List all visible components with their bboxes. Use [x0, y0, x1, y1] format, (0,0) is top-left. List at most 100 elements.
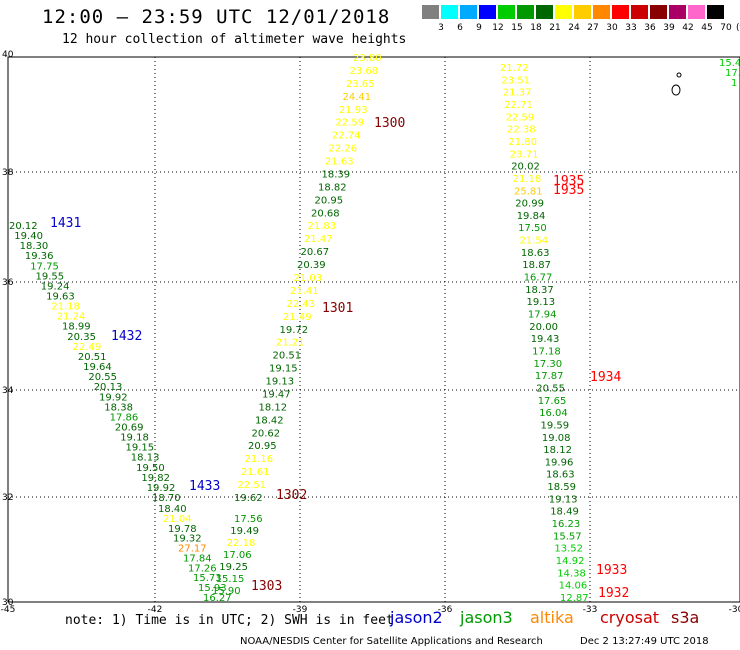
wave-height-reading: 18.42 [255, 415, 284, 426]
scale-swatch [612, 5, 629, 19]
wave-height-reading: 19.47 [262, 390, 291, 401]
track-altika: 1301 [322, 301, 353, 316]
wave-height-reading: 17.65 [538, 396, 567, 407]
wave-height-reading: 21.16 [245, 454, 274, 465]
pass-time-label: 1303 [251, 579, 282, 594]
wave-height-reading: 19.25 [219, 562, 248, 573]
scale-unit: (ft) [736, 23, 740, 33]
wave-height-reading: 14.92 [556, 556, 585, 567]
track-cryosat: 1932 [598, 586, 629, 601]
longitude-tick-label: -33 [583, 605, 598, 615]
wave-height-reading: 20.13 [94, 382, 123, 393]
wave-height-reading: 19.18 [120, 433, 149, 444]
wave-height-reading: 23.71 [510, 149, 539, 160]
wave-height-reading: 20.00 [529, 322, 558, 333]
island-outline [671, 84, 681, 96]
wave-height-reading: 19.13 [266, 377, 295, 388]
pass-time-label: 1935 [553, 174, 584, 189]
pass-time-label: 1431 [50, 216, 81, 231]
wave-height-reading: 18.63 [546, 470, 575, 481]
wave-height-reading: 16.04 [539, 408, 568, 419]
pass-time-label: 1301 [322, 301, 353, 316]
longitude-tick-label: -36 [438, 605, 453, 615]
pass-time-label: 1432 [111, 329, 142, 344]
scale-label: 30 [606, 23, 618, 33]
wave-height-reading: 17.94 [528, 310, 557, 321]
scale-label: 70 [720, 23, 732, 33]
wave-height-reading: 19.43 [531, 334, 560, 345]
wave-height-reading: 18.49 [550, 507, 579, 518]
scale-label: 36 [644, 23, 656, 33]
wave-height-reading: 21.93 [339, 105, 368, 116]
wave-height-reading: 19.59 [541, 420, 570, 431]
wave-height-reading: 18.37 [525, 285, 554, 296]
wave-height-reading: 17.56 [234, 514, 263, 525]
wave-height-reading: 19.40 [14, 231, 43, 242]
pass-time-label: 1433 [189, 479, 220, 494]
track-jason2: 20.1219.4018.3019.3617.7519.5519.2419.63… [9, 216, 181, 504]
wave-height-reading: 17.86 [110, 412, 139, 423]
wave-height-reading: 17.18 [532, 347, 561, 358]
longitude-tick-label: -30 [729, 605, 740, 615]
wave-height-reading: 18.12 [259, 402, 288, 413]
scale-swatch [517, 5, 534, 19]
scale-label: 39 [663, 23, 675, 33]
scale-label: 21 [549, 23, 561, 33]
wave-height-reading: 16.77 [524, 273, 553, 284]
wave-height-reading: 15.57 [553, 531, 582, 542]
wave-height-reading: 16.27 [203, 593, 232, 604]
wave-height-reading: 15.90 [212, 586, 241, 597]
wave-height-reading: 22.59 [336, 118, 365, 129]
track-altika: 23.80 23.68 23.65 24.41 21.93 22.59 22.74 22.26… [234, 53, 405, 504]
wave-height-reading: 27.17 [178, 544, 207, 555]
wave-height-reading: 17. [725, 68, 740, 79]
wave-height-reading: 17.30 [534, 359, 563, 370]
wave-height-reading: 19.78 [168, 524, 197, 535]
track-cryosat: 1935 [553, 183, 584, 198]
track-jason2: 1432 [111, 329, 142, 344]
wave-height-reading: 17.75 [30, 261, 59, 272]
wave-height-reading: 22.26 [329, 144, 358, 155]
wave-height-reading: 21.18 [51, 302, 80, 313]
wave-height-reading: 22.38 [507, 125, 536, 136]
wave-height-reading: 21.72 [500, 63, 529, 74]
latitude-tick-label: 32 [2, 493, 13, 503]
latitude-tick-label: 38 [2, 168, 14, 178]
wave-height-reading: 1 [731, 78, 737, 89]
wave-height-reading: 22.74 [332, 131, 361, 142]
wave-height-reading: 20.69 [115, 423, 144, 434]
scale-swatch [688, 5, 705, 19]
wave-height-reading: 19.49 [230, 526, 259, 537]
wave-height-reading: 19.13 [527, 297, 556, 308]
wave-height-reading: 22.43 [287, 299, 316, 310]
wave-height-reading: 17.06 [223, 550, 252, 561]
wave-height-reading: 20.02 [511, 162, 540, 173]
wave-height-reading: 19.64 [83, 362, 112, 373]
wave-height-reading: 20.12 [9, 221, 38, 232]
wave-height-reading: 20.95 [248, 441, 277, 452]
wave-height-reading: 14.38 [557, 568, 586, 579]
wave-height-reading: 17.26 [188, 563, 217, 574]
credit-line: NOAA/NESDIS Center for Satellite Applica… [240, 636, 543, 647]
pass-time-label: 1933 [596, 563, 627, 578]
scale-label: 42 [682, 23, 694, 33]
wave-height-reading: 19.08 [542, 433, 571, 444]
wave-height-reading: 19.92 [99, 392, 128, 403]
wave-height-reading: 21.03 [294, 273, 323, 284]
wave-height-reading: 20.35 [67, 332, 96, 343]
scale-label: 3 [438, 23, 444, 33]
scale-swatch [422, 5, 439, 19]
wave-height-reading: 21.41 [290, 286, 319, 297]
pass-time-label: 1300 [374, 116, 405, 131]
wave-height-reading: 18.13 [131, 453, 160, 464]
wave-height-reading: 16.23 [552, 519, 581, 530]
wave-height-reading: 24.41 [343, 92, 372, 103]
wave-height-reading: 20.95 [315, 195, 344, 206]
wave-height-reading: 18.39 [322, 170, 351, 181]
latitude-tick-label: 36 [2, 278, 14, 288]
page-subtitle: 12 hour collection of altimeter wave hei… [62, 32, 407, 47]
island-symbol [671, 72, 682, 96]
